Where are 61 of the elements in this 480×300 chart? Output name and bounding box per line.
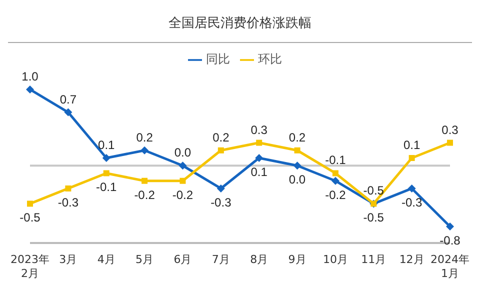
point bbox=[140, 146, 149, 154]
point bbox=[408, 155, 415, 161]
data-label: 0.0 bbox=[288, 172, 306, 187]
data-label: 1.0 bbox=[22, 69, 39, 84]
data-label: 0.2 bbox=[212, 130, 230, 144]
point bbox=[293, 162, 302, 170]
data-label: -0.3 bbox=[401, 195, 422, 210]
point bbox=[255, 154, 264, 162]
data-label: -0.5 bbox=[363, 184, 384, 198]
data-label: -0.1 bbox=[325, 153, 346, 168]
data-label: 0.2 bbox=[136, 130, 154, 144]
legend-label: 同比 bbox=[206, 52, 230, 66]
point bbox=[332, 170, 338, 176]
point bbox=[27, 200, 33, 207]
point bbox=[178, 162, 187, 170]
point bbox=[216, 184, 225, 192]
data-label: 0.7 bbox=[60, 92, 77, 106]
chart-title: 全国居民消费价格涨跌幅 bbox=[8, 8, 472, 43]
point bbox=[180, 178, 186, 184]
data-label: 0.2 bbox=[288, 130, 306, 144]
point bbox=[102, 154, 110, 162]
data-label: -0.1 bbox=[96, 180, 118, 194]
point bbox=[26, 85, 34, 94]
point bbox=[142, 178, 148, 184]
point bbox=[103, 170, 110, 176]
point bbox=[256, 140, 262, 146]
point bbox=[294, 147, 300, 154]
x-tick-label: 12月 bbox=[399, 253, 424, 266]
x-tick-label: 11月 bbox=[361, 253, 386, 266]
x-tick-label: 10月 bbox=[322, 253, 348, 266]
x-tick-label: 8月 bbox=[250, 253, 268, 266]
point bbox=[64, 108, 72, 116]
data-label: 0.1 bbox=[403, 138, 420, 152]
point bbox=[408, 184, 416, 192]
x-tick-label: 2024年 1月 bbox=[430, 253, 470, 280]
data-label: -0.3 bbox=[58, 195, 79, 210]
x-tick-label: 9月 bbox=[288, 253, 306, 266]
legend-label: 环比 bbox=[258, 52, 282, 66]
point bbox=[65, 185, 72, 192]
data-label: -0.2 bbox=[172, 188, 194, 202]
point bbox=[331, 176, 340, 185]
data-label: 0.1 bbox=[250, 165, 268, 179]
data-label: -0.2 bbox=[134, 188, 156, 202]
data-label: -0.3 bbox=[210, 195, 232, 210]
data-label: -0.5 bbox=[363, 210, 384, 225]
x-tick-label: 4月 bbox=[97, 253, 116, 266]
data-label: 0.3 bbox=[442, 122, 459, 137]
data-label: 0.3 bbox=[250, 122, 268, 137]
x-tick-label: 3月 bbox=[59, 253, 78, 266]
x-tick-label: 5月 bbox=[136, 253, 154, 266]
data-label: 0.0 bbox=[174, 146, 192, 160]
point bbox=[218, 147, 224, 154]
data-label: -0.2 bbox=[325, 188, 346, 202]
data-label: 0.1 bbox=[98, 138, 116, 152]
x-tick-label: 7月 bbox=[212, 253, 230, 266]
point bbox=[446, 222, 454, 231]
data-label: -0.8 bbox=[440, 234, 461, 248]
point bbox=[447, 140, 453, 146]
x-tick-label: 2023年 2月 bbox=[10, 253, 50, 280]
x-tick-label: 6月 bbox=[174, 253, 192, 266]
data-label: -0.5 bbox=[20, 210, 41, 225]
